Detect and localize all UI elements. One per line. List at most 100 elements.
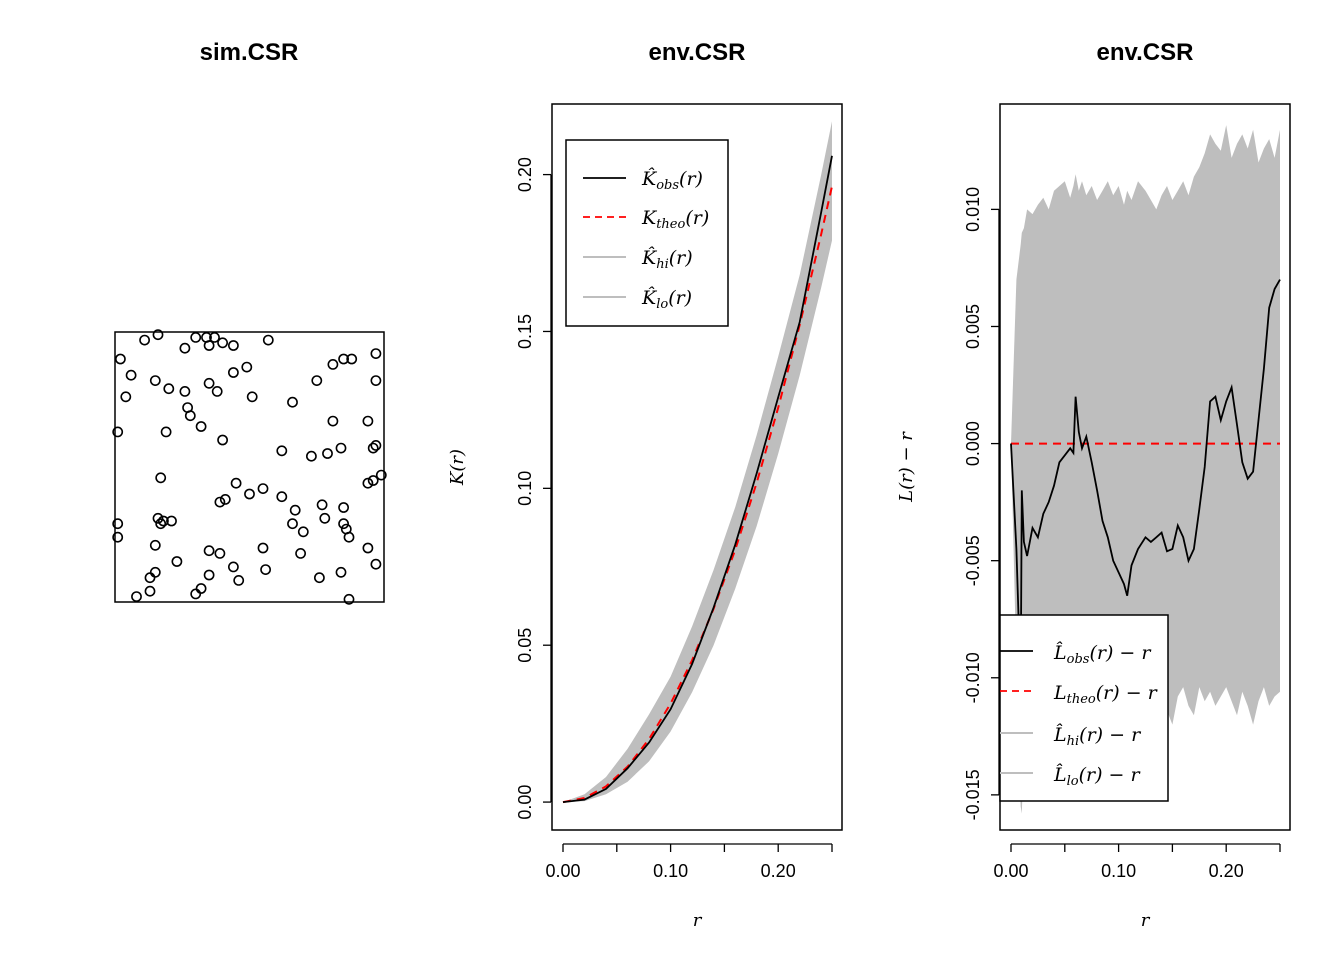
panel-l-function: env.CSR 0.00 0.10 0.20 -0.015 -0.010 -0.005 0…	[896, 39, 1291, 931]
data-point	[190, 331, 202, 343]
y-tick-label: 0.00	[515, 785, 535, 820]
data-point	[319, 512, 331, 524]
x-tick-label: 0.20	[761, 861, 796, 881]
data-point	[139, 334, 150, 346]
y-tick-label: 0.10	[515, 471, 535, 506]
plot-frame	[999, 103, 1291, 831]
x-axis: 0.00 0.10 0.20	[545, 843, 833, 881]
data-point	[149, 566, 161, 578]
data-point	[362, 477, 374, 489]
y-axis-label: K(r)	[447, 449, 468, 486]
y-axis-label: L(r) − r	[896, 431, 917, 503]
data-point	[155, 518, 167, 530]
x-axis-label: r	[693, 910, 703, 931]
y-tick-label: -0.005	[963, 535, 983, 586]
data-point	[327, 415, 339, 427]
data-point	[276, 445, 288, 457]
data-point	[112, 531, 124, 543]
legend: K̂obs(r) Ktheo(r) K̂hi(r) K̂lo(r)	[565, 139, 729, 327]
data-point	[203, 545, 215, 557]
data-point	[246, 391, 258, 403]
observed-line	[562, 155, 833, 803]
data-point	[338, 502, 349, 513]
data-point	[362, 542, 374, 554]
panel-sim-csr: sim.CSR	[112, 39, 387, 605]
x-tick-label: 0.10	[1101, 861, 1136, 881]
data-point	[227, 561, 239, 573]
data-point	[297, 526, 309, 538]
data-point	[112, 426, 124, 438]
data-point	[260, 564, 271, 575]
data-point	[179, 385, 191, 397]
data-point	[163, 383, 175, 395]
data-point	[230, 477, 242, 489]
data-point	[313, 572, 325, 584]
data-point	[217, 434, 228, 446]
panel-title: env.CSR	[649, 39, 746, 66]
x-axis: 0.00 0.10 0.20	[993, 843, 1281, 881]
data-point	[179, 342, 191, 354]
data-point	[244, 488, 255, 500]
data-point	[195, 583, 207, 594]
point-layer	[112, 329, 387, 605]
data-point	[227, 340, 239, 351]
x-tick-label: 0.00	[545, 861, 580, 881]
x-axis-label: r	[1141, 910, 1151, 931]
data-point	[214, 496, 226, 508]
y-axis: -0.015 -0.010 -0.005 0.000 0.005 0.010	[963, 187, 1000, 820]
data-point	[155, 472, 167, 484]
data-point	[370, 558, 382, 570]
data-point	[149, 539, 161, 551]
data-point	[343, 593, 355, 605]
data-point	[149, 375, 161, 386]
data-point	[184, 410, 196, 422]
data-point	[157, 515, 169, 527]
data-point	[362, 415, 374, 427]
lines-layer	[1010, 279, 1281, 685]
data-point	[144, 572, 156, 584]
data-point	[190, 588, 202, 600]
data-point	[125, 369, 137, 381]
lines-layer	[562, 155, 833, 804]
data-point	[166, 515, 177, 527]
data-point	[287, 518, 298, 530]
data-point	[343, 531, 355, 543]
data-point	[276, 491, 288, 503]
data-point	[338, 518, 349, 530]
data-point	[367, 475, 379, 486]
data-point	[295, 548, 306, 559]
data-point	[227, 367, 239, 378]
data-point	[171, 556, 183, 567]
y-tick-label: 0.000	[963, 421, 983, 466]
x-tick-label: 0.00	[993, 861, 1028, 881]
legend-label-lo: L̂lo(r) − r	[1053, 764, 1142, 789]
data-point	[338, 353, 349, 365]
data-point	[217, 337, 228, 349]
data-point	[305, 450, 317, 462]
data-point	[233, 575, 245, 586]
data-point	[370, 375, 382, 386]
data-point	[370, 439, 382, 451]
data-point	[370, 348, 382, 359]
data-point	[219, 493, 231, 505]
data-point	[335, 566, 347, 578]
envelope-band	[563, 121, 832, 803]
data-point	[322, 448, 333, 459]
data-point	[311, 375, 323, 386]
data-point	[257, 483, 269, 494]
legend-box	[999, 614, 1169, 802]
observation-window	[114, 331, 385, 603]
data-point	[131, 591, 142, 602]
data-point	[287, 396, 298, 408]
data-point	[120, 391, 132, 403]
data-point	[214, 548, 226, 559]
y-tick-label: 0.15	[515, 314, 535, 349]
data-point	[211, 385, 223, 397]
data-point	[289, 504, 301, 516]
data-point	[115, 353, 126, 365]
panel-k-function: env.CSR 0.00 0.10 0.20 0.00 0.05 0.10 0.15 0.2…	[447, 39, 843, 931]
y-tick-label: -0.015	[963, 769, 983, 820]
data-point	[203, 569, 215, 581]
y-tick-label: 0.20	[515, 157, 535, 192]
